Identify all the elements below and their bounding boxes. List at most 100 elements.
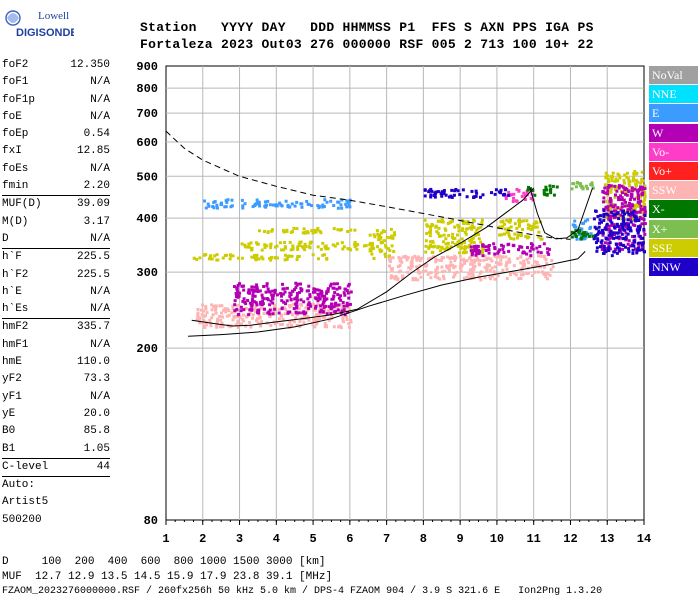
echo-point-w [295,304,299,308]
echo-point-w [545,247,549,251]
echo-point-w [628,203,632,207]
echo-point-ssw [222,308,226,312]
echo-point-nnw [616,224,620,228]
echo-point-ssw [251,313,255,317]
echo-point-ssw [494,261,498,265]
echo-point-w [260,293,264,297]
echo-point-ssw [451,256,455,260]
echo-point-nnw [627,250,631,254]
echo-point-sse [257,229,261,233]
echo-point-sse [356,243,360,247]
echo-point-sse [424,250,428,254]
echo-point-ssw [537,254,541,258]
echo-point-sse [443,247,447,251]
echo-point-sse [346,229,350,233]
echo-point-ssw [470,270,474,274]
echo-point-w [285,299,289,303]
echo-point-ssw [201,309,205,313]
x-tick-label: 12 [563,532,577,546]
echo-point-sse [311,231,315,235]
echo-point-e [346,201,350,205]
echo-point-w [241,299,245,303]
echo-point-ssw [401,275,405,279]
param-value: 110.0 [76,356,110,369]
echo-point-w [613,233,617,237]
echo-point-ssw [215,324,219,328]
echo-point-nnw [633,234,637,238]
echo-point-e [257,202,261,206]
echo-point-w [631,204,635,208]
echo-point-sse [282,248,286,252]
echo-point-ssw [543,265,547,269]
echo-point-sse [613,179,617,183]
echo-point-sse [349,248,353,252]
echo-point-sse [195,257,199,261]
echo-point-nnw [640,248,644,252]
echo-point-sse [622,178,626,182]
echo-point-sse [215,253,219,257]
param-row: MUF(D) 39.09 [2,196,110,213]
echo-point-sse [440,218,444,222]
param-value: 73.3 [83,373,110,386]
echo-point-sse [429,224,433,228]
echo-point-ssw [470,267,474,271]
param-row: B1 1.05 [2,441,110,458]
echo-point-ssw [413,254,417,258]
echo-point-ssw [467,271,471,275]
echo-point-e [571,223,575,227]
echo-point-w [604,205,608,209]
echo-point-nnw [594,241,598,245]
echo-point-nnw [612,225,616,229]
echo-point-sse [372,256,376,260]
echo-point-nnw [472,195,476,199]
echo-point-ssw [453,254,457,258]
echo-point-sse [442,233,446,237]
y-tick-label: 500 [136,170,158,184]
echo-point-ssw [196,311,200,315]
echo-point-ssw [453,273,457,277]
echo-point-nnw [638,234,642,238]
echo-point-sse [460,246,464,250]
echo-point-sse [641,200,645,204]
echo-point-sse [525,236,529,240]
echo-point-ssw [514,273,518,277]
echo-point-sse [498,233,502,237]
echo-point-w [256,289,260,293]
echo-point-sse [480,251,484,255]
param-value: 39.09 [76,198,110,211]
echo-point-sse [532,222,536,226]
echo-point-ssw [256,321,260,325]
echo-point-w [631,242,635,246]
echo-point-ssw [418,264,422,268]
echo-point-e [280,204,284,208]
echo-point-w [258,300,262,304]
echo-point-w [285,286,289,290]
echo-point-w [473,246,477,250]
echo-point-sse [274,245,278,249]
echo-point-w [308,295,312,299]
echo-point-e [243,202,247,206]
echo-point-nnw [615,231,619,235]
echo-point-vo [517,189,521,193]
echo-point-w [474,249,478,253]
param-label: C-level [2,460,49,473]
echo-point-ssw [312,308,316,312]
echo-point-sse [370,243,374,247]
echo-point-w [333,310,337,314]
echo-point-ssw [434,260,438,264]
echo-point-e [316,204,320,208]
echo-point-sse [289,248,293,252]
echo-point-w [613,193,617,197]
echo-point-w [617,184,621,188]
echo-point-nnw [623,228,627,232]
echo-point-nnw [621,217,625,221]
echo-point-sse [301,246,305,250]
echo-point-w [619,198,623,202]
echo-point-sse [275,256,279,260]
echo-point-w [636,194,640,198]
echo-point-vo [520,194,524,198]
param-row: D N/A [2,231,110,248]
echo-point-ssw [242,319,246,323]
echo-point-nnw [615,251,619,255]
